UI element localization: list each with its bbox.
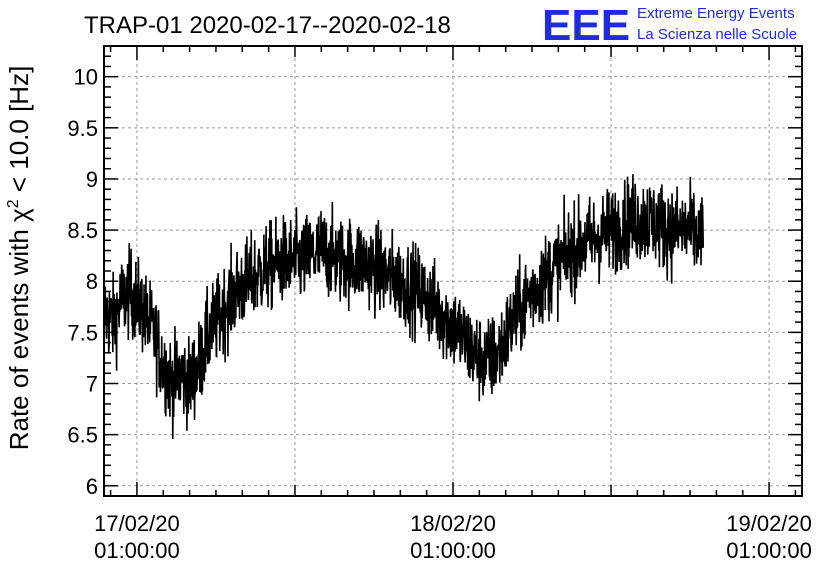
y-tick-label: 6 — [86, 474, 98, 499]
x-tick-label-time: 01:00:00 — [726, 538, 812, 563]
series-layer — [103, 174, 705, 440]
tick-label-layer: 66.577.588.599.51017/02/2001:00:0018/02/… — [67, 65, 811, 563]
x-tick-label-date: 17/02/20 — [94, 511, 180, 536]
x-tick-label-time: 01:00:00 — [94, 538, 180, 563]
y-axis-label: Rate of events with χ2 < 10.0 [Hz] — [4, 66, 34, 451]
y-tick-label: 9.5 — [67, 116, 98, 141]
eee-logo: EEE Extreme Energy Events La Scienza nel… — [542, 1, 797, 50]
grid-layer — [104, 46, 802, 496]
x-tick-label-time: 01:00:00 — [410, 538, 496, 563]
y-tick-label: 7.5 — [67, 320, 98, 345]
y-tick-label: 8.5 — [67, 218, 98, 243]
eee-logo-mark: EEE — [542, 1, 630, 50]
y-tick-label: 9 — [86, 167, 98, 192]
y-tick-label: 7 — [86, 372, 98, 397]
plot-frame — [103, 45, 803, 497]
eee-logo-line1: Extreme Energy Events — [637, 5, 795, 22]
y-tick-label: 8 — [86, 269, 98, 294]
x-tick-label-date: 19/02/20 — [726, 511, 812, 536]
rate-series-line — [103, 174, 705, 440]
x-tick-label-date: 18/02/20 — [410, 511, 496, 536]
eee-logo-line2: La Scienza nelle Scuole — [637, 26, 797, 43]
chart-title: TRAP-01 2020-02-17--2020-02-18 — [84, 12, 451, 39]
y-tick-label: 10 — [74, 65, 98, 90]
y-tick-label: 6.5 — [67, 423, 98, 448]
